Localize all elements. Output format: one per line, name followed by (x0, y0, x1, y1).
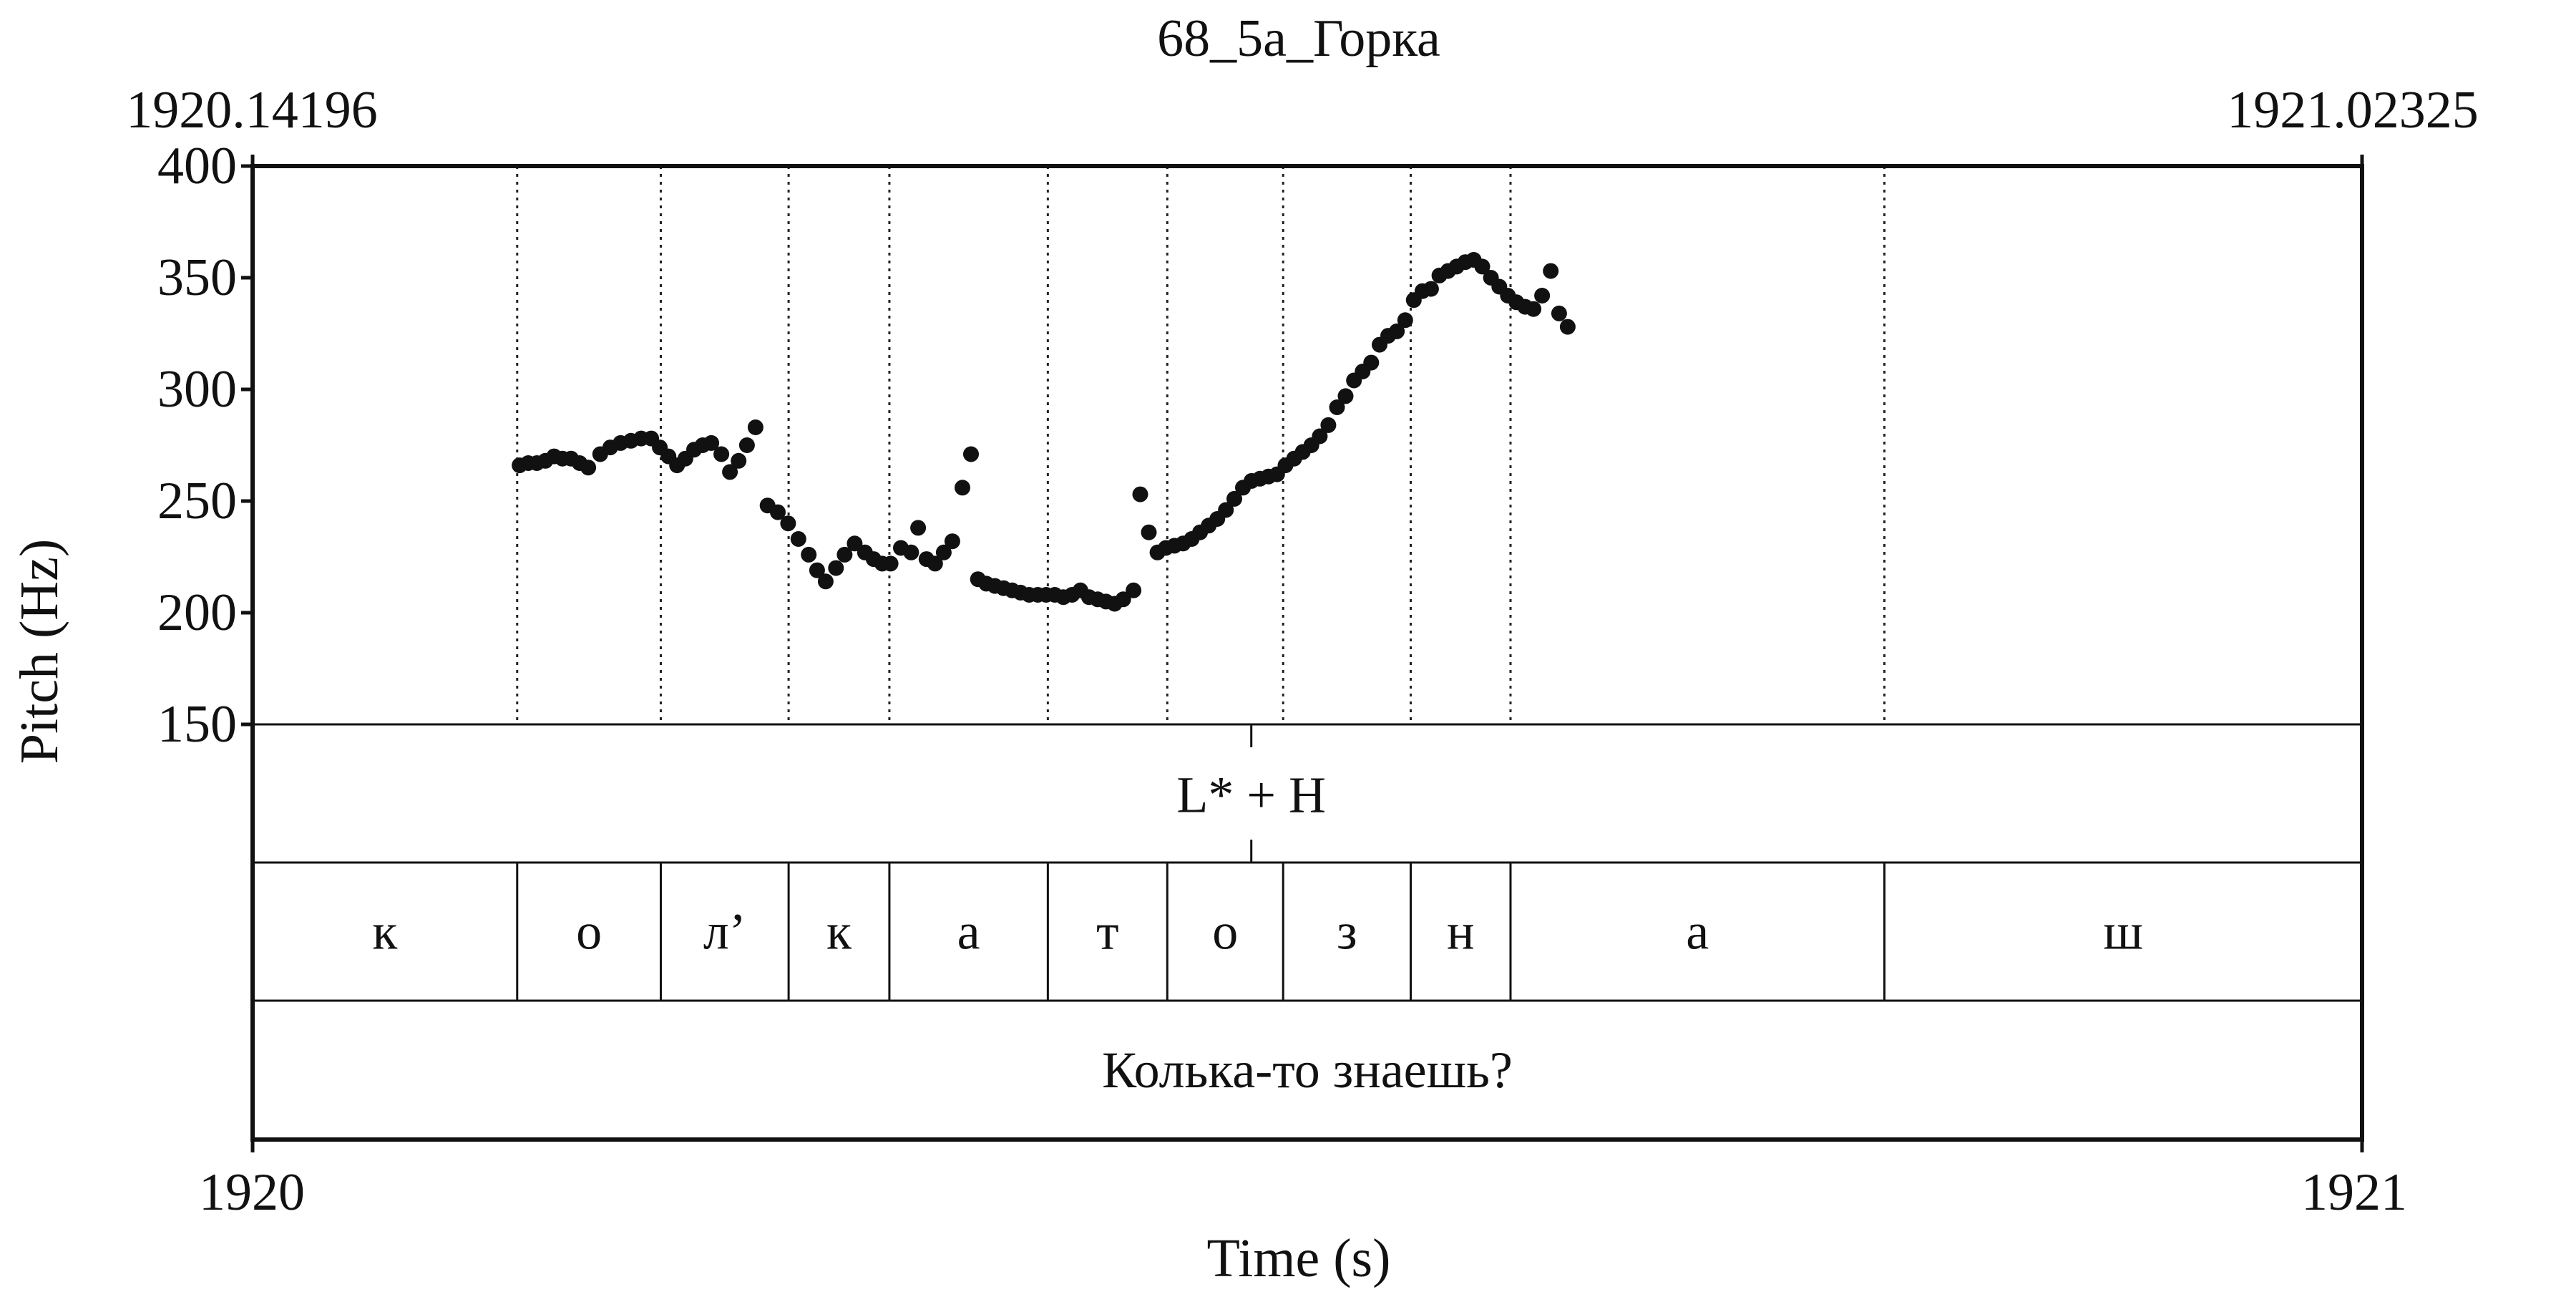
pitch-point-31 (790, 531, 806, 547)
segment-label-9: н (1447, 903, 1475, 961)
pitch-point-80 (1218, 502, 1234, 518)
pitch-point-94 (1337, 388, 1354, 404)
pitch-point-37 (847, 535, 863, 552)
segment-label-10: а (1686, 903, 1709, 961)
pitch-point-110 (1474, 258, 1491, 275)
pitch-point-25 (731, 452, 747, 469)
pitch-point-120 (1559, 319, 1576, 335)
pitch-point-93 (1329, 399, 1345, 415)
pitch-point-36 (836, 546, 853, 563)
pitch-point-118 (1543, 263, 1559, 279)
segment-label-3: л’ (703, 903, 746, 961)
segment-label-11: ш (2104, 903, 2143, 961)
pitch-point-71 (1141, 524, 1157, 540)
pitch-point-100 (1389, 323, 1405, 339)
pitch-point-22 (703, 434, 720, 451)
pitch-point-48 (944, 533, 960, 550)
pitch-point-91 (1312, 428, 1328, 445)
window-end-label: 1921.02325 (2227, 81, 2479, 140)
y-axis-title: Pitch (Hz) (9, 539, 69, 764)
pitch-point-29 (770, 504, 786, 520)
pitch-point-9 (580, 460, 597, 476)
segment-label-7: о (1212, 903, 1238, 961)
pitch-point-101 (1397, 312, 1413, 329)
pitch-point-68 (1115, 591, 1131, 608)
chart-title: 68_5а_Горка (1157, 9, 1440, 68)
pitch-point-35 (828, 560, 844, 576)
x-axis-title: Time (s) (1207, 1228, 1391, 1288)
pitch-point-104 (1423, 281, 1439, 297)
pitch-point-97 (1363, 354, 1380, 371)
pitch-point-49 (955, 480, 970, 496)
pitch-point-70 (1132, 486, 1148, 502)
figure-frame (250, 164, 2364, 1142)
pitch-point-41 (882, 555, 899, 572)
y-tick-label-250: 250 (157, 472, 237, 530)
pitch-point-117 (1534, 288, 1551, 303)
pitch-point-23 (713, 446, 730, 462)
pitch-point-69 (1126, 582, 1142, 598)
pitch-point-26 (738, 437, 755, 453)
plot-area: 150 200 250 300 350 400 L* + H к о л’ к а т о з н а ш Коль… (157, 137, 2364, 1152)
pitch-point-34 (817, 573, 834, 590)
pitch-point-47 (935, 544, 952, 560)
y-tick-label-400: 400 (157, 137, 237, 195)
segment-label-4: к (826, 903, 852, 961)
y-tick-label-300: 300 (157, 360, 237, 419)
window-start-label: 1920.14196 (126, 81, 378, 140)
pitch-point-24 (722, 464, 738, 480)
pitch-point-27 (747, 419, 763, 435)
pitch-point-43 (903, 544, 919, 560)
pitch-point-44 (910, 520, 927, 536)
y-tick-label-200: 200 (157, 583, 237, 642)
x-tick-label-end: 1921 (2301, 1163, 2407, 1222)
pitch-point-116 (1526, 301, 1542, 317)
pitch-point-30 (780, 515, 796, 532)
pitch-point-50 (963, 446, 979, 462)
segment-label-8: з (1337, 903, 1357, 961)
segment-label-5: а (957, 903, 980, 961)
pitch-point-46 (927, 555, 943, 572)
pitch-point-92 (1320, 417, 1337, 433)
x-tick-label-start: 1920 (199, 1163, 305, 1222)
pitch-point-81 (1226, 490, 1242, 507)
pitch-point-32 (801, 546, 817, 563)
tone-label-l-h: L* + H (1176, 767, 1326, 824)
y-tick-label-350: 350 (157, 248, 237, 307)
sentence-label: Колька-то знаешь? (1102, 1041, 1513, 1099)
y-tick-label-150: 150 (157, 695, 237, 754)
pitch-point-119 (1551, 305, 1567, 321)
segment-label-2: о (576, 903, 602, 961)
pitch-point-33 (809, 562, 825, 578)
segment-label-1: к (372, 903, 398, 961)
segment-label-6: т (1096, 903, 1118, 961)
